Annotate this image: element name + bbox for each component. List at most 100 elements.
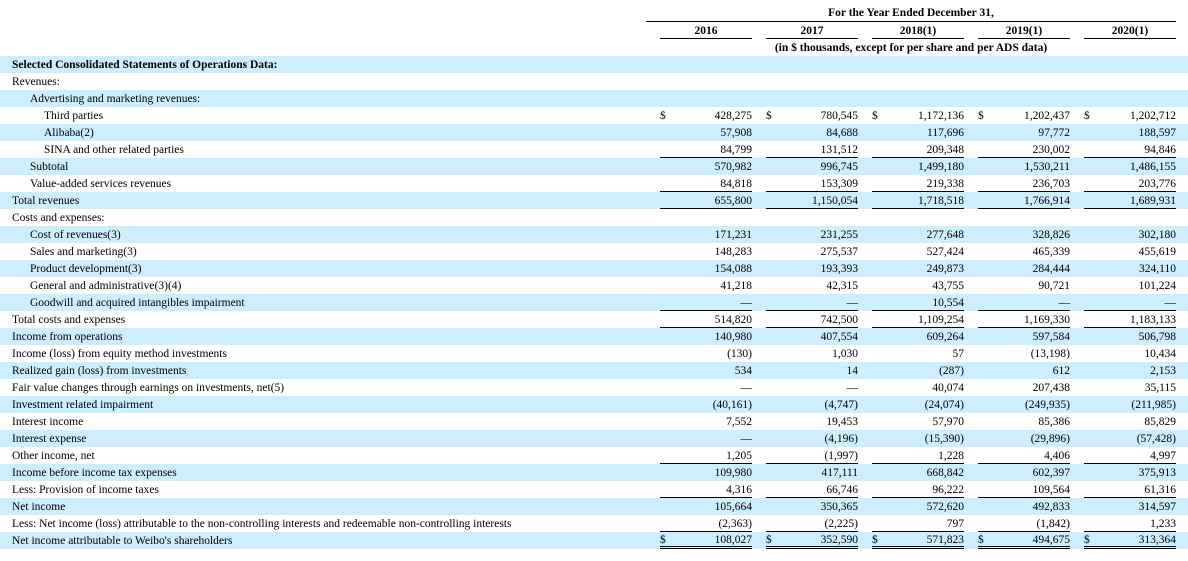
value-cell: 41,218 — [660, 280, 752, 294]
value-cell: (130) — [660, 348, 752, 362]
value-cell: 40,074 — [872, 382, 964, 396]
cell-value: 609,264 — [926, 331, 964, 343]
cell-value: 231,255 — [820, 229, 858, 241]
row-label: Subtotal — [30, 161, 69, 173]
currency-symbol: $ — [1084, 110, 1090, 122]
value-cell — [872, 88, 964, 90]
cell-value: 209,348 — [926, 144, 964, 156]
value-cell — [978, 105, 1070, 107]
value-cell: 188,597 — [1084, 127, 1176, 141]
value-cell: 534 — [660, 365, 752, 379]
cell-value: 597,584 — [1032, 331, 1070, 343]
value-cell: 19,453 — [766, 416, 858, 430]
value-cell: (2,225) — [766, 518, 858, 532]
value-cell: 171,231 — [660, 229, 752, 243]
cell-value: — — [740, 382, 753, 394]
row-label: Value-added services revenues — [30, 178, 172, 190]
cell-value: (40,161) — [712, 399, 752, 411]
value-cell — [978, 88, 1070, 90]
cell-value: 428,275 — [714, 110, 752, 122]
value-cell: (13,198) — [978, 348, 1070, 362]
value-cell: 207,438 — [978, 382, 1070, 396]
cell-value: (2,225) — [824, 518, 858, 530]
table-body: Selected Consolidated Statements of Oper… — [0, 56, 1188, 549]
row-label: Interest income — [12, 416, 84, 428]
value-cell: 85,386 — [978, 416, 1070, 430]
cell-value: 41,218 — [720, 280, 752, 292]
cell-value: 4,406 — [1044, 450, 1070, 462]
cell-value: 85,829 — [1144, 416, 1176, 428]
value-cell: (287) — [872, 365, 964, 379]
cell-value: 66,746 — [826, 484, 858, 496]
value-cell: (249,935) — [978, 399, 1070, 413]
cell-value: 90,721 — [1038, 280, 1070, 292]
table-row: Goodwill and acquired intangibles impair… — [0, 294, 1188, 311]
cell-value: 94,846 — [1144, 144, 1176, 156]
row-label: Less: Net income (loss) attributable to … — [12, 518, 512, 530]
value-cell: $ 108,027 — [660, 534, 752, 549]
cell-value: 534 — [734, 365, 752, 377]
row-label: Fair value changes through earnings on i… — [12, 382, 285, 394]
header-years-row: 2016 2017 2018(1) 2019(1) 2020(1) — [0, 22, 1188, 39]
table-row: Revenues: — [0, 73, 1188, 90]
cell-value: 1,169,330 — [1024, 314, 1070, 326]
value-cell: $ 494,675 — [978, 534, 1070, 549]
value-cell: 4,406 — [978, 450, 1070, 464]
cell-value: 219,338 — [926, 178, 964, 190]
value-cell: 101,224 — [1084, 280, 1176, 294]
value-cell: 1,150,054 — [766, 195, 858, 209]
value-cell: (1,997) — [766, 450, 858, 464]
cell-value: 455,619 — [1138, 246, 1176, 258]
cell-value: 188,597 — [1138, 127, 1176, 139]
cell-value: 249,873 — [926, 263, 964, 275]
cell-value: 97,772 — [1038, 127, 1070, 139]
value-cell: 1,228 — [872, 450, 964, 464]
cell-value: 1,499,180 — [918, 161, 964, 173]
cell-value: 1,486,155 — [1130, 161, 1176, 173]
value-cell: 35,115 — [1084, 382, 1176, 396]
cell-value: — — [846, 297, 859, 309]
value-cell: 109,564 — [978, 484, 1070, 498]
row-label: Income before income tax expenses — [12, 467, 177, 479]
value-cell: 109,980 — [660, 467, 752, 481]
value-cell: 131,512 — [766, 144, 858, 158]
cell-value: 1,202,712 — [1130, 110, 1176, 122]
value-cell: 90,721 — [978, 280, 1070, 294]
header-units-row: (in $ thousands, except for per share an… — [0, 39, 1188, 56]
row-label: Revenues: — [12, 76, 60, 88]
value-cell: — — [660, 382, 753, 396]
cell-value: (2,363) — [718, 518, 752, 530]
value-cell: 4,316 — [660, 484, 752, 498]
value-cell — [1084, 71, 1176, 73]
cell-value: 108,027 — [714, 534, 752, 546]
table-row: Product development(3) 154,088 193,393 2… — [0, 260, 1188, 277]
cell-value: 42,315 — [826, 280, 858, 292]
cell-value: 996,745 — [820, 161, 858, 173]
value-cell: (15,390) — [872, 433, 964, 447]
value-cell: $ 1,202,437 — [978, 110, 1070, 124]
value-cell: 249,873 — [872, 263, 964, 277]
row-label: Income from operations — [12, 331, 123, 343]
cell-value: 10,434 — [1144, 348, 1176, 360]
value-cell: 57,908 — [660, 127, 752, 141]
row-label: Alibaba(2) — [44, 127, 94, 139]
value-cell: 43,755 — [872, 280, 964, 294]
cell-value: 4,316 — [726, 484, 752, 496]
value-cell: 492,833 — [978, 501, 1070, 515]
value-cell: 1,499,180 — [872, 161, 964, 175]
row-label: Third parties — [44, 110, 104, 122]
cell-value: 7,552 — [726, 416, 752, 428]
period-header: For the Year Ended December 31, — [646, 7, 1176, 22]
value-cell — [766, 88, 858, 90]
value-cell: 66,746 — [766, 484, 858, 498]
year-column-2020: 2020(1) — [1084, 22, 1176, 39]
currency-symbol: $ — [872, 110, 878, 122]
value-cell: — — [660, 297, 752, 311]
value-cell: 10,554 — [872, 297, 964, 311]
value-cell: $ 352,590 — [766, 534, 858, 549]
value-cell: 668,842 — [872, 467, 964, 481]
value-cell: 302,180 — [1084, 229, 1176, 243]
value-cell: 140,980 — [660, 331, 752, 345]
value-cell: 84,818 — [660, 178, 752, 192]
value-cell: $ 1,172,136 — [872, 110, 964, 124]
